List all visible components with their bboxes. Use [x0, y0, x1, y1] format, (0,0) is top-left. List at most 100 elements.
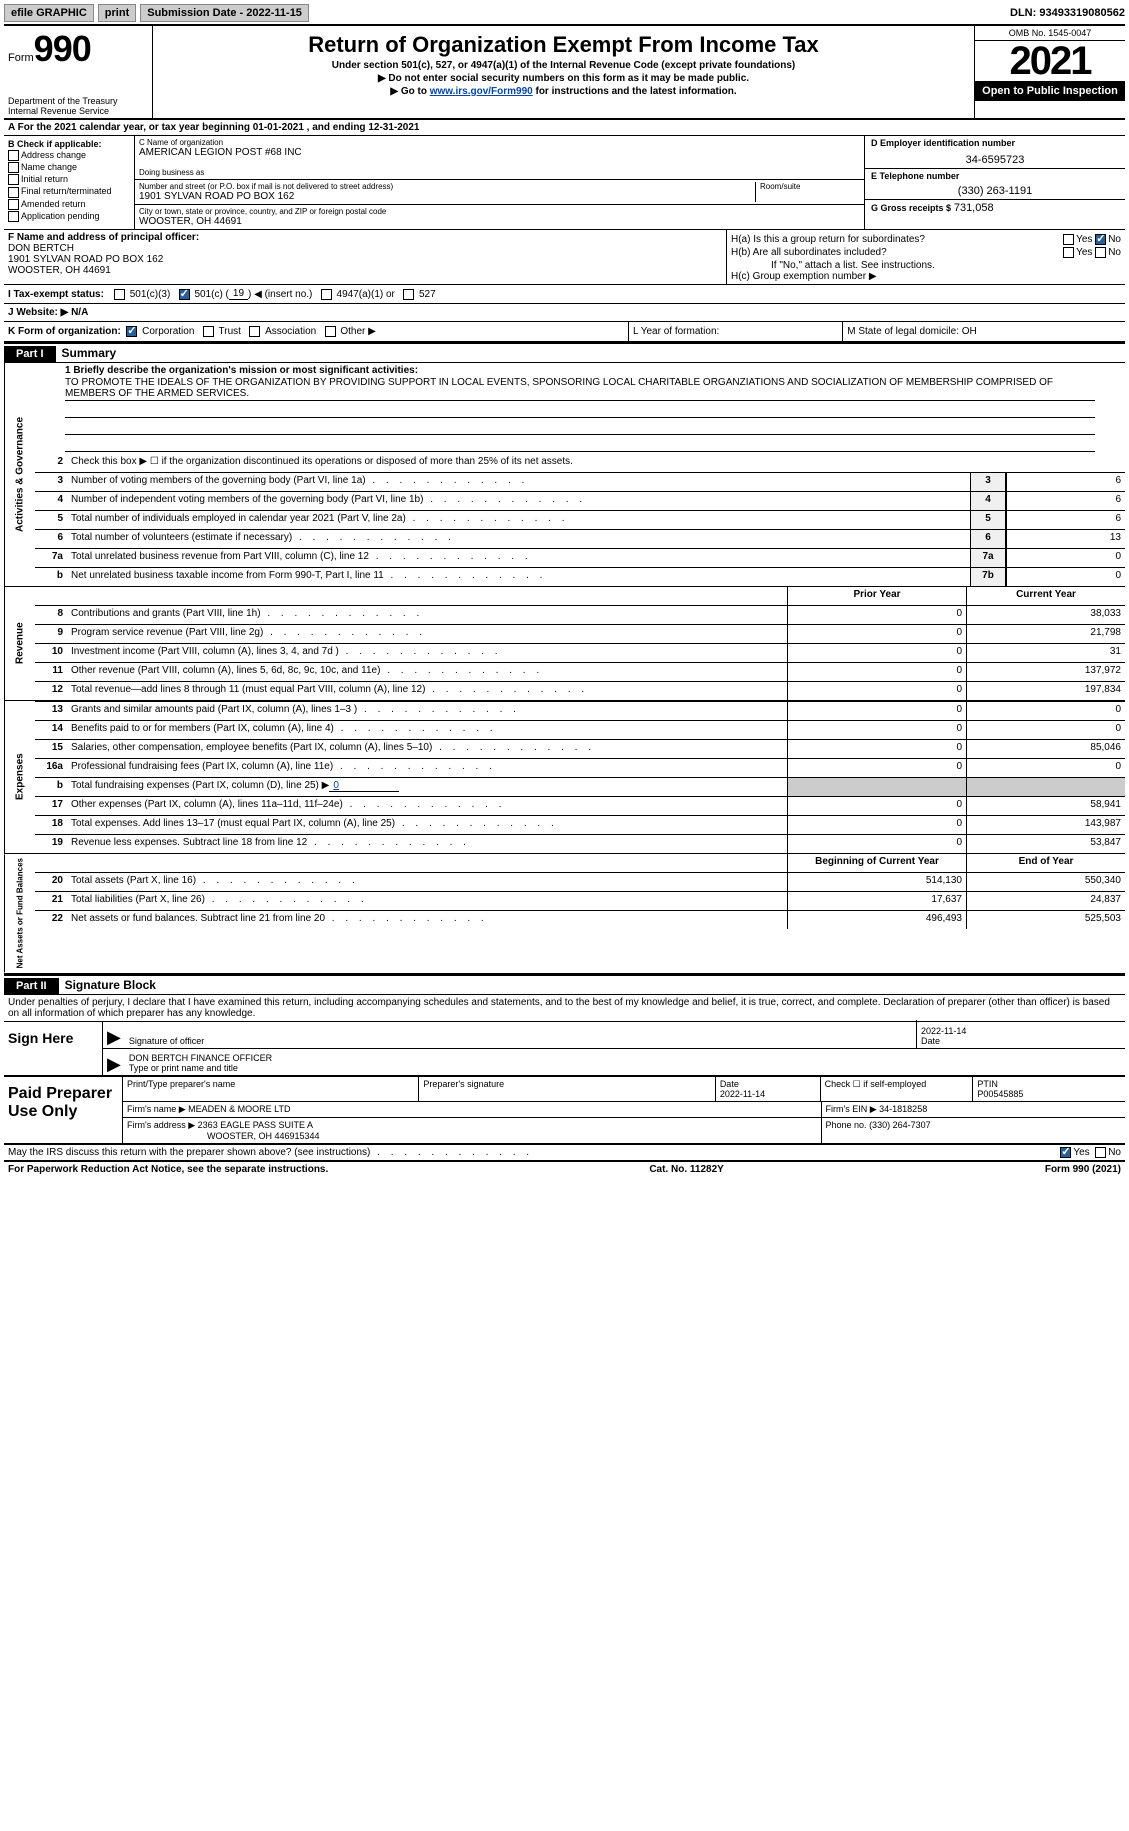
hc-question: H(c) Group exemption number ▶	[731, 271, 1121, 282]
self-employed-check[interactable]: Check ☐ if self-employed	[825, 1079, 969, 1090]
prep-date: 2022-11-14	[720, 1089, 816, 1099]
summary-line-21: 21 Total liabilities (Part X, line 26) 1…	[35, 891, 1125, 910]
principal-officer: F Name and address of principal officer:…	[4, 230, 726, 284]
chk-amended-return[interactable]	[8, 199, 19, 210]
part-2-header: Part IISignature Block	[4, 975, 1125, 995]
addr-label: Number and street (or P.O. box if mail i…	[139, 182, 755, 191]
col-c-org-info: C Name of organization AMERICAN LEGION P…	[135, 136, 864, 229]
side-gov: Activities & Governance	[4, 363, 35, 586]
chk-other[interactable]	[325, 326, 336, 337]
penalties-declaration: Under penalties of perjury, I declare th…	[4, 995, 1125, 1022]
sign-here-block: Sign Here ▶ Signature of officer 2022-11…	[4, 1022, 1125, 1077]
summary-line-19: 19 Revenue less expenses. Subtract line …	[35, 834, 1125, 853]
summary-line-13: 13 Grants and similar amounts paid (Part…	[35, 701, 1125, 720]
chk-trust[interactable]	[203, 326, 214, 337]
hb-question: H(b) Are all subordinates included?	[731, 247, 1063, 258]
summary-line-b: b Net unrelated business taxable income …	[35, 567, 1125, 586]
city-state-zip: WOOSTER, OH 44691	[139, 216, 860, 227]
firm-address2: WOOSTER, OH 446915344	[127, 1131, 320, 1141]
discuss-no[interactable]	[1095, 1147, 1106, 1158]
chk-association[interactable]	[249, 326, 260, 337]
summary-line-14: 14 Benefits paid to or for members (Part…	[35, 720, 1125, 739]
hb-yes[interactable]	[1063, 247, 1074, 258]
form-number: 990	[34, 28, 91, 69]
ha-no[interactable]	[1095, 234, 1106, 245]
ein-value: 34-6595723	[871, 154, 1119, 166]
section-activities-governance: Activities & Governance 1 Briefly descri…	[4, 363, 1125, 587]
officer-name: DON BERTCH	[8, 243, 722, 254]
arrow-icon: ▶	[103, 1027, 125, 1048]
sign-here-label: Sign Here	[4, 1022, 103, 1075]
chk-initial-return[interactable]	[8, 174, 19, 185]
line-2: Check this box ▶ ☐ if the organization d…	[67, 454, 1125, 472]
side-exp: Expenses	[4, 701, 35, 853]
chk-name-change[interactable]	[8, 162, 19, 173]
hdr-current-year: Current Year	[966, 587, 1125, 605]
chk-527[interactable]	[403, 289, 414, 300]
section-fh: F Name and address of principal officer:…	[4, 230, 1125, 285]
form-ref: Form 990 (2021)	[1045, 1164, 1121, 1175]
hdr-prior-year: Prior Year	[787, 587, 966, 605]
submission-date: Submission Date - 2022-11-15	[140, 4, 309, 22]
side-na: Net Assets or Fund Balances	[4, 854, 35, 972]
dln-number: DLN: 93493319080562	[1010, 7, 1125, 19]
paid-preparer-label: Paid Preparer Use Only	[4, 1077, 122, 1143]
line-16b: Total fundraising expenses (Part IX, col…	[67, 778, 787, 796]
tel-value: (330) 263-1191	[871, 185, 1119, 197]
firm-phone: (330) 264-7307	[869, 1120, 931, 1130]
form-word: Form	[8, 52, 34, 64]
discuss-yes[interactable]	[1060, 1147, 1071, 1158]
firm-address1: 2363 EAGLE PASS SUITE A	[198, 1120, 313, 1130]
tax-year: 2021	[975, 41, 1125, 81]
col-d-identifiers: D Employer identification number 34-6595…	[864, 136, 1125, 229]
arrow-icon: ▶	[103, 1054, 125, 1075]
ha-question: H(a) Is this a group return for subordin…	[731, 234, 1063, 245]
officer-addr2: WOOSTER, OH 44691	[8, 265, 722, 276]
firm-ein: 34-1818258	[879, 1104, 927, 1114]
chk-501c3[interactable]	[114, 289, 125, 300]
top-toolbar: efile GRAPHIC print Submission Date - 20…	[4, 4, 1125, 22]
section-net-assets: Net Assets or Fund Balances Beginning of…	[4, 854, 1125, 974]
summary-line-11: 11 Other revenue (Part VIII, column (A),…	[35, 662, 1125, 681]
org-name-label: C Name of organization	[139, 138, 860, 147]
print-button[interactable]: print	[98, 4, 136, 22]
row-j-website: J Website: ▶ N/A	[4, 304, 1125, 322]
officer-signature[interactable]	[129, 1022, 912, 1036]
mission-text: TO PROMOTE THE IDEALS OF THE ORGANIZATIO…	[65, 376, 1095, 401]
subtitle-1: Under section 501(c), 527, or 4947(a)(1)…	[157, 60, 970, 71]
chk-501c[interactable]	[179, 289, 190, 300]
gross-receipts: 731,058	[954, 202, 994, 214]
paid-preparer-block: Paid Preparer Use Only Print/Type prepar…	[4, 1077, 1125, 1145]
summary-line-22: 22 Net assets or fund balances. Subtract…	[35, 910, 1125, 929]
subtitle-3: ▶ Go to www.irs.gov/Form990 for instruct…	[157, 86, 970, 97]
hdr-end-year: End of Year	[966, 854, 1125, 872]
summary-line-5: 5 Total number of individuals employed i…	[35, 510, 1125, 529]
gross-label: G Gross receipts $	[871, 203, 951, 213]
summary-line-15: 15 Salaries, other compensation, employe…	[35, 739, 1125, 758]
summary-line-10: 10 Investment income (Part VIII, column …	[35, 643, 1125, 662]
efile-button[interactable]: efile GRAPHIC	[4, 4, 94, 22]
chk-address-change[interactable]	[8, 150, 19, 161]
summary-line-20: 20 Total assets (Part X, line 16) 514,13…	[35, 872, 1125, 891]
summary-line-4: 4 Number of independent voting members o…	[35, 491, 1125, 510]
firm-name: MEADEN & MOORE LTD	[188, 1104, 290, 1114]
irs-link[interactable]: www.irs.gov/Form990	[430, 86, 533, 97]
summary-line-17: 17 Other expenses (Part IX, column (A), …	[35, 796, 1125, 815]
chk-corporation[interactable]	[126, 326, 137, 337]
city-label: City or town, state or province, country…	[139, 207, 860, 216]
section-revenue: Revenue Prior Year Current Year 8 Contri…	[4, 587, 1125, 701]
sign-date: 2022-11-14	[921, 1026, 1121, 1036]
hb-no[interactable]	[1095, 247, 1106, 258]
row-a-period: A For the 2021 calendar year, or tax yea…	[4, 120, 1125, 136]
summary-line-12: 12 Total revenue—add lines 8 through 11 …	[35, 681, 1125, 700]
year-formation: L Year of formation:	[629, 322, 843, 341]
chk-application-pending[interactable]	[8, 211, 19, 222]
col-b-header: B Check if applicable:	[8, 139, 130, 149]
ha-yes[interactable]	[1063, 234, 1074, 245]
hdr-beginning-year: Beginning of Current Year	[787, 854, 966, 872]
chk-4947[interactable]	[321, 289, 332, 300]
chk-final-return[interactable]	[8, 187, 19, 198]
ptin-value: P00545885	[977, 1089, 1121, 1099]
tel-label: E Telephone number	[871, 171, 1119, 181]
section-bcd: B Check if applicable: Address change Na…	[4, 136, 1125, 230]
